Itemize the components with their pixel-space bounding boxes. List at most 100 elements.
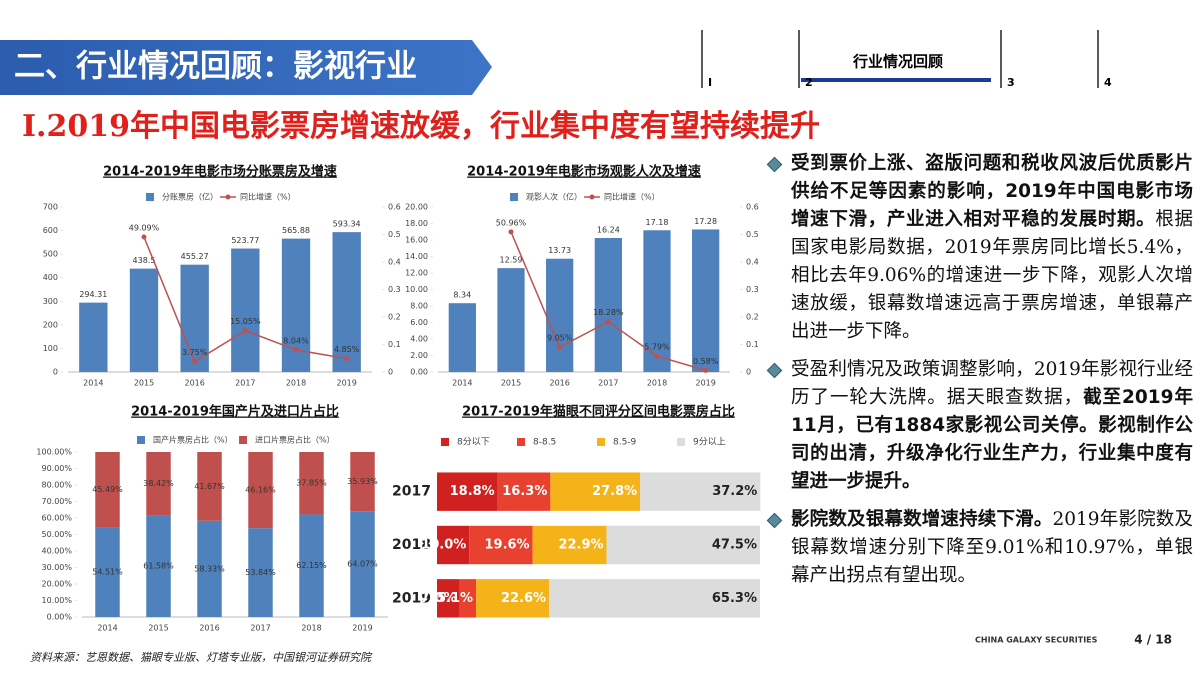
line-value-label: 15.05%: [230, 317, 261, 326]
bar-value-label: 294.31: [79, 290, 107, 299]
tick-label: 18.00: [405, 219, 428, 228]
legend-swatch: [137, 436, 145, 444]
tick-label: 4.00: [410, 335, 428, 344]
x-tick-label: 2015: [148, 624, 168, 633]
header-banner: [0, 40, 492, 95]
line-value-label: 18.28%: [593, 308, 624, 317]
page-number: 4 / 18: [1134, 633, 1172, 647]
bar-value-label: 455.27: [181, 252, 209, 261]
bar-segment: [550, 472, 641, 511]
line-point: [141, 234, 147, 240]
legend-swatch: [239, 436, 247, 444]
line-value-label: 50.96%: [496, 218, 527, 227]
bar-value-label: 565.88: [282, 226, 310, 235]
line-value-label: 5.79%: [644, 343, 670, 352]
segment-label: 53.84%: [245, 568, 276, 577]
tick-label: 0.5: [388, 230, 401, 239]
legend-label: 9分以上: [693, 437, 726, 448]
nav-item[interactable]: 3: [1007, 76, 1015, 89]
bar-segment: [197, 520, 222, 617]
segment-label: 16.3%: [502, 484, 547, 499]
nav-item[interactable]: I: [708, 76, 712, 89]
bar-segment: [549, 579, 760, 618]
nav-item[interactable]: 2: [805, 76, 813, 89]
chart-title: 2014-2019年电影市场观影人次及增速: [467, 164, 701, 180]
bar-value-label: 438.5: [133, 256, 156, 265]
bar-segment: [476, 579, 550, 618]
bar-value-label: 12.59: [500, 256, 523, 265]
legend-swatch: [510, 193, 518, 201]
tick-label: 20.00: [405, 203, 428, 212]
bar-segment: [437, 525, 470, 565]
legend-label: 8分以下: [457, 437, 490, 448]
x-tick-label: 2017: [250, 624, 270, 633]
line-point: [703, 367, 709, 373]
bar-segment: [532, 525, 607, 565]
legend-swatch: [441, 438, 449, 446]
nav-item[interactable]: 4: [1104, 76, 1112, 89]
bar-segment: [248, 528, 273, 617]
line-point: [344, 356, 350, 362]
tick-label: 100: [43, 344, 58, 353]
line-value-label: 9.05%: [547, 334, 573, 343]
tick-label: 50.00%: [41, 530, 72, 539]
x-tick-label: 2019: [695, 379, 715, 388]
x-tick-label: 2015: [501, 379, 521, 388]
bar-value-label: 593.34: [333, 220, 361, 229]
bullet-list: 受到票价上涨、盗版问题和税收风波后优质影片供给不足等因素的影响，2019年中国电…: [765, 150, 1193, 600]
legend-swatch: [225, 194, 231, 200]
y-tick-label: 2018: [392, 537, 431, 553]
x-tick-label: 2014: [97, 624, 117, 633]
bar-value-label: 523.77: [231, 236, 259, 245]
x-tick-label: 2017: [235, 379, 255, 388]
legend-label: 同比增速（%）: [604, 192, 660, 202]
tick-label: 700: [43, 203, 58, 212]
x-tick-label: 2016: [549, 379, 569, 388]
nav-active-label[interactable]: 行业情况回顾: [852, 53, 943, 71]
bullet-icon: [766, 156, 783, 173]
bar-segment: [248, 452, 273, 529]
tick-label: 400: [43, 273, 58, 282]
segment-label: 58.33%: [194, 564, 225, 573]
tick-label: 0.1: [746, 340, 759, 349]
x-tick-label: 2014: [452, 379, 472, 388]
chart-title: 2014-2019年电影市场分账票房及增速: [103, 164, 337, 180]
bar: [180, 264, 209, 372]
tick-label: 0: [746, 368, 751, 377]
bullet-text: 根据国家电影局数据，2019年票房同比增长5.4%，相比去年9.06%的增速进一…: [791, 209, 1193, 342]
bar-segment: [95, 527, 120, 617]
bar-segment: [146, 452, 171, 516]
tick-label: 12.00: [405, 269, 428, 278]
tick-label: 0.1: [388, 340, 401, 349]
tick-label: 60.00%: [41, 514, 72, 523]
legend-swatch: [677, 438, 685, 446]
line-point: [605, 319, 611, 325]
bar: [129, 268, 159, 372]
chart-title: 2014-2019年国产片及进口片占比: [131, 404, 339, 420]
bar-segment: [299, 514, 324, 617]
legend-swatch: [146, 193, 154, 201]
segment-label: 35.93%: [347, 477, 378, 486]
y-tick-label: 2019: [392, 590, 431, 606]
line-point: [654, 353, 660, 359]
line-value-label: 49.09%: [129, 224, 160, 233]
legend-swatch: [597, 438, 605, 446]
x-tick-label: 2016: [199, 624, 219, 633]
tick-label: 10.00: [405, 285, 428, 294]
line-point: [293, 347, 299, 353]
bar-value-label: 13.73: [548, 246, 571, 255]
bar-segment: [146, 515, 171, 617]
tick-label: 300: [43, 297, 58, 306]
segment-label: 38.42%: [143, 479, 174, 488]
segment-label: 64.07%: [347, 560, 378, 569]
legend-label: 8-8.5: [533, 438, 556, 448]
bar-segment: [469, 525, 533, 565]
bullet: 受盈利情况及政策调整影响，2019年影视行业经历了一轮大洗牌。据天眼查数据，截至…: [765, 356, 1193, 496]
bar-value-label: 17.28: [694, 217, 717, 226]
bullet-text: 截至2019年11月，已有1884家影视公司关停。影视制作公司的出清，升级净化行…: [791, 387, 1193, 492]
bar-segment: [437, 472, 498, 511]
bar-value-label: 8.34: [453, 291, 471, 300]
source-note: 资料来源：艺恩数据、猫眼专业版、灯塔专业版，中国银河证券研究院: [30, 651, 373, 664]
